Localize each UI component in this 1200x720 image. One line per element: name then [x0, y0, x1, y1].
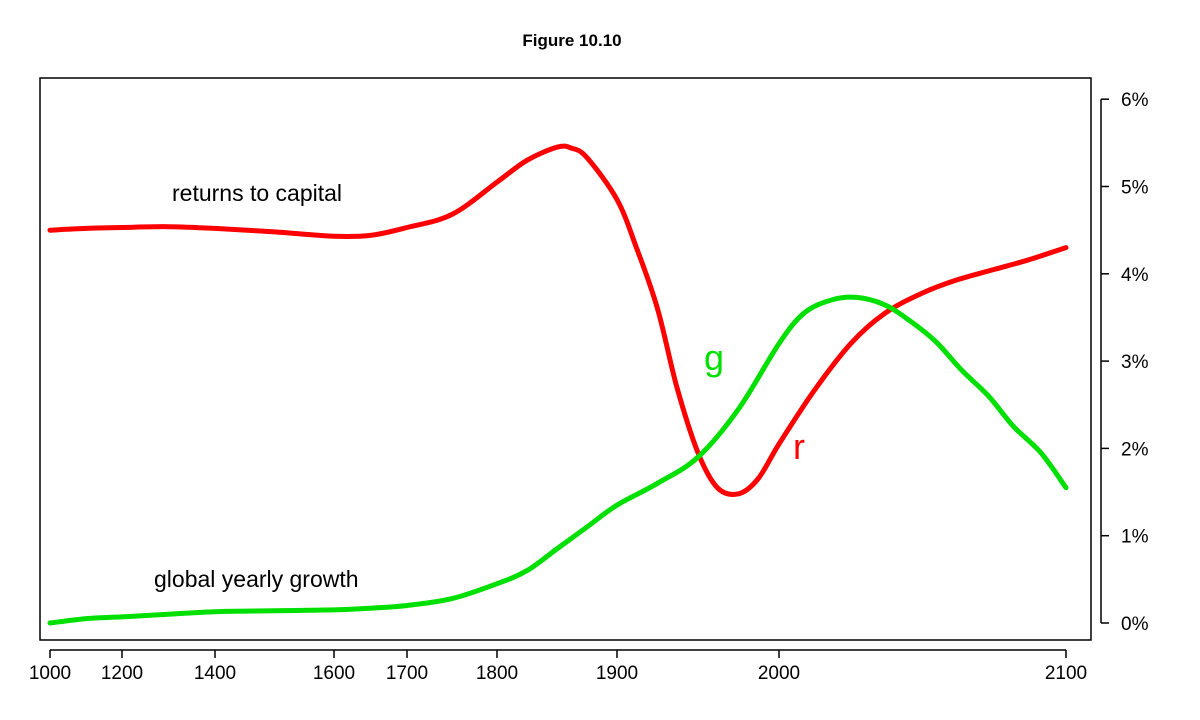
- annotation-global-yearly-growth: global yearly growth: [154, 566, 359, 592]
- y-tick-label: 1%: [1121, 527, 1149, 548]
- x-tick-label: 1000: [29, 663, 71, 684]
- annotations: returns to capital global yearly growth …: [154, 180, 805, 592]
- y-tick-label: 3%: [1121, 352, 1149, 373]
- y-tick-label: 0%: [1121, 614, 1149, 635]
- annotation-returns-to-capital: returns to capital: [172, 180, 342, 206]
- chart-title: Figure 10.10: [522, 31, 621, 50]
- x-tick-label: 1400: [194, 663, 236, 684]
- series-line-g: [47, 294, 1069, 626]
- x-tick-label: 2000: [758, 663, 800, 684]
- y-tick-label: 2%: [1121, 439, 1149, 460]
- y-tick-label: 6%: [1121, 90, 1149, 111]
- plot-frame: [39, 77, 1092, 641]
- x-tick-label: 1900: [596, 663, 638, 684]
- series-layer: [47, 143, 1069, 626]
- y-tick-label: 5%: [1121, 178, 1149, 199]
- x-axis: 1000 1200 1400 1600 1700 1800 1900 2000 2100: [29, 649, 1087, 684]
- x-tick-label: 1700: [386, 663, 428, 684]
- series-label-g: g: [704, 337, 724, 378]
- series-line-r: [47, 143, 1069, 497]
- x-tick-label: 2100: [1045, 663, 1087, 684]
- y-axis: 0% 1% 2% 3% 4% 5% 6%: [1100, 90, 1149, 635]
- x-tick-label: 1600: [313, 663, 355, 684]
- series-label-r: r: [793, 426, 805, 467]
- y-tick-label: 4%: [1121, 265, 1149, 286]
- x-tick-label: 1200: [101, 663, 143, 684]
- x-tick-label: 1800: [476, 663, 518, 684]
